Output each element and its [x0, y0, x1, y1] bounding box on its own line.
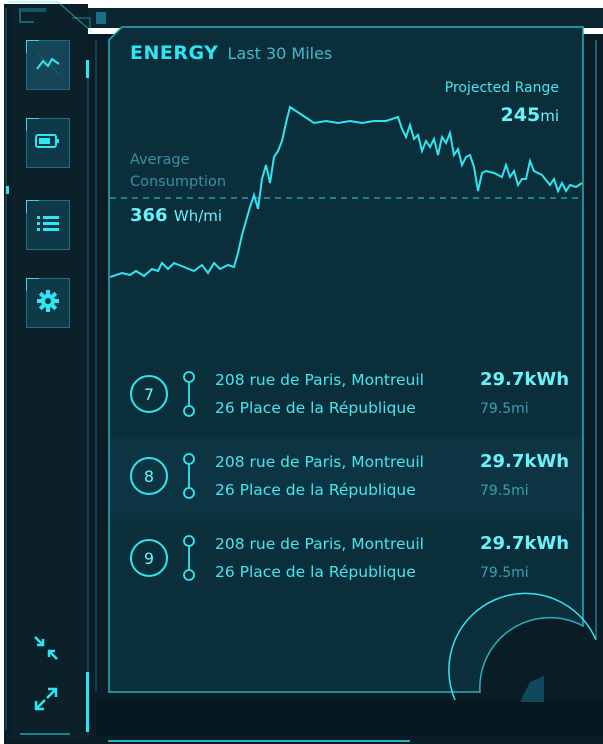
trip-destination: 26 Place de la République [215, 399, 416, 417]
trip-row[interactable]: 7 208 rue de Paris, Montreuil 26 Place d… [110, 355, 582, 437]
trip-origin: 208 rue de Paris, Montreuil [215, 453, 424, 471]
trip-distance: 79.5mi [480, 401, 529, 417]
trip-energy: 29.7kWh [480, 533, 570, 554]
consumption-line [110, 105, 582, 278]
trip-row[interactable]: 8 208 rue de Paris, Montreuil 26 Place d… [110, 437, 582, 519]
sidebar-item-settings[interactable] [26, 278, 70, 328]
trip-energy: 29.7kWh [480, 369, 570, 390]
trip-number: 9 [130, 539, 168, 577]
gear-icon [35, 288, 61, 318]
trip-number: 8 [130, 457, 168, 495]
average-consumption-label: Average Consumption [130, 152, 227, 190]
projected-range-label: Projected Range [444, 80, 559, 96]
average-consumption-number: 366 [130, 205, 168, 226]
trip-origin: 208 rue de Paris, Montreuil [215, 535, 424, 553]
energy-graph [110, 105, 582, 278]
trend-chart-icon [34, 49, 62, 81]
average-consumption-unit: Wh/mi [173, 207, 223, 225]
projected-range-value: 245mi [501, 104, 559, 126]
panel-header: ENERGY Last 30 Miles [130, 42, 332, 64]
sidebar-item-energy[interactable] [26, 40, 70, 90]
expand-arrows-icon[interactable] [32, 685, 60, 717]
trip-destination: 26 Place de la République [215, 563, 416, 581]
page-subtitle: Last 30 Miles [227, 44, 333, 63]
average-consumption-value: 366 Wh/mi [130, 205, 222, 226]
route-connector-icon [183, 535, 195, 581]
trip-distance: 79.5mi [480, 483, 529, 499]
battery-icon [34, 131, 62, 155]
trip-number: 7 [130, 375, 168, 413]
trip-origin: 208 rue de Paris, Montreuil [215, 371, 424, 389]
page-title: ENERGY [130, 42, 219, 64]
collapse-arrows-icon[interactable] [32, 634, 60, 666]
trip-row[interactable]: 9 208 rue de Paris, Montreuil 26 Place d… [110, 519, 582, 601]
list-icon [35, 213, 61, 237]
sidebar-item-battery[interactable] [26, 118, 70, 168]
route-connector-icon [183, 371, 195, 417]
projected-range-number: 245 [500, 104, 541, 126]
projected-range-unit: mi [540, 107, 559, 125]
trip-energy: 29.7kWh [480, 451, 570, 472]
route-connector-icon [183, 453, 195, 499]
sidebar-item-trips[interactable] [26, 200, 70, 250]
trip-destination: 26 Place de la République [215, 481, 416, 499]
trip-distance: 79.5mi [480, 565, 529, 581]
